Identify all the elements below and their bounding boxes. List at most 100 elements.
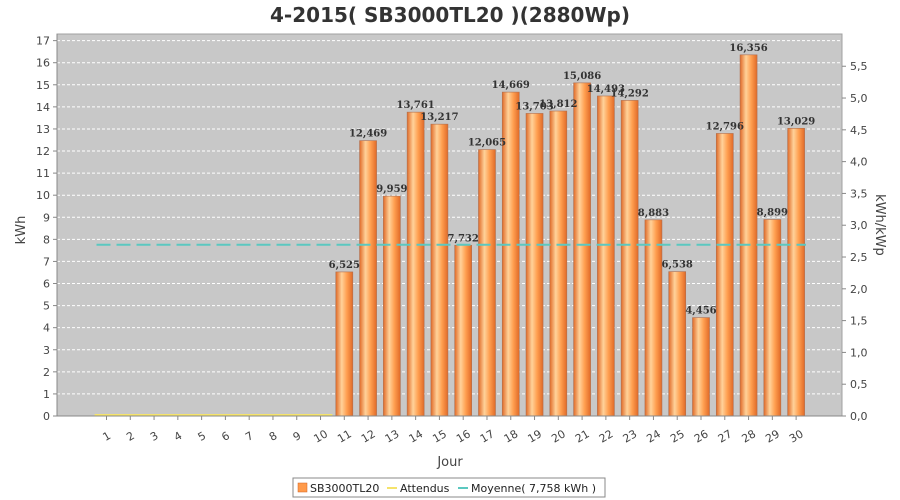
x-tick-label: 14 bbox=[407, 427, 426, 445]
bar-day-22 bbox=[597, 95, 615, 417]
y-tick-label: 7 bbox=[43, 255, 50, 268]
data-label-day-21: 15,086 bbox=[563, 71, 601, 82]
data-label-day-15: 13,217 bbox=[420, 112, 458, 123]
x-tick-label: 19 bbox=[525, 427, 544, 445]
data-label-day-22: 14,493 bbox=[587, 84, 625, 95]
x-tick-label: 29 bbox=[763, 427, 782, 445]
data-label-day-13: 9,959 bbox=[376, 184, 407, 195]
y-tick-label: 15 bbox=[36, 79, 50, 92]
x-tick-label: 1 bbox=[100, 429, 113, 444]
y-tick-label: 12 bbox=[36, 145, 50, 158]
y2-tick-label: 3,0 bbox=[850, 219, 868, 232]
bar-day-24 bbox=[644, 219, 663, 417]
x-tick-label: 9 bbox=[291, 429, 304, 444]
plot-area bbox=[56, 33, 843, 417]
x-tick-label: 10 bbox=[311, 427, 330, 445]
y-tick-label: 17 bbox=[36, 35, 50, 48]
y-tick-label: 10 bbox=[36, 189, 50, 202]
y2-tick-label: 1,5 bbox=[850, 315, 868, 328]
x-tick-label: 6 bbox=[219, 429, 232, 444]
y-tick-label: 14 bbox=[36, 101, 50, 114]
data-label-day-19: 13,703 bbox=[515, 101, 553, 112]
bar-day-14 bbox=[406, 111, 425, 417]
data-label-day-18: 14,669 bbox=[492, 80, 530, 91]
x-tick-label: 5 bbox=[196, 429, 209, 444]
bar-day-11 bbox=[335, 271, 354, 417]
bar-day-26 bbox=[692, 317, 710, 417]
x-tick-label: 23 bbox=[621, 427, 640, 445]
y-tick-label: 9 bbox=[43, 211, 50, 224]
x-tick-label: 18 bbox=[502, 427, 521, 445]
bar-day-17 bbox=[478, 149, 496, 417]
y-tick-label: 2 bbox=[43, 366, 50, 379]
x-tick-label: 28 bbox=[739, 427, 758, 445]
legend-label-bars: SB3000TL20 bbox=[310, 482, 379, 495]
legend-box bbox=[292, 477, 606, 498]
y2-tick-label: 4,5 bbox=[850, 124, 868, 137]
x-tick-label: 12 bbox=[359, 427, 378, 445]
x-tick-label: 2 bbox=[124, 429, 137, 444]
data-label-day-29: 8,899 bbox=[757, 208, 788, 219]
y-tick-label: 8 bbox=[43, 233, 50, 246]
y2-tick-label: 5,0 bbox=[850, 92, 868, 105]
bar-day-23 bbox=[620, 100, 639, 417]
data-label-day-26: 4,456 bbox=[685, 306, 716, 317]
bar-day-12 bbox=[359, 140, 377, 417]
x-tick-label: 26 bbox=[692, 427, 711, 445]
y-tick-label: 3 bbox=[43, 344, 50, 357]
x-tick-label: 13 bbox=[383, 427, 402, 445]
x-tick-label: 11 bbox=[335, 427, 354, 445]
x-tick-label: 22 bbox=[597, 427, 616, 445]
y-tick-label: 13 bbox=[36, 123, 50, 136]
bar-day-16 bbox=[454, 244, 473, 417]
y-tick-label: 11 bbox=[36, 167, 50, 180]
x-tick-label: 3 bbox=[148, 429, 161, 444]
y-tick-label: 16 bbox=[36, 57, 50, 70]
data-label-day-25: 6,538 bbox=[662, 260, 693, 271]
x-tick-label: 24 bbox=[644, 427, 663, 445]
x-tick-label: 27 bbox=[716, 427, 735, 445]
y2-tick-label: 5,5 bbox=[850, 60, 868, 73]
y2-tick-label: 4,0 bbox=[850, 156, 868, 169]
x-tick-label: 15 bbox=[430, 427, 449, 445]
y-tick-label: 5 bbox=[43, 300, 50, 313]
y2-axis-label: kWh/kWp bbox=[872, 194, 887, 256]
data-label-day-12: 12,469 bbox=[349, 129, 387, 140]
data-label-day-17: 12,065 bbox=[468, 138, 506, 149]
chart-title: 4-2015( SB3000TL20 )(2880Wp) bbox=[270, 3, 630, 27]
x-tick-label: 7 bbox=[243, 429, 256, 444]
x-tick-label: 16 bbox=[454, 427, 473, 445]
x-tick-label: 25 bbox=[668, 427, 687, 445]
bar-day-13 bbox=[383, 195, 401, 417]
bar-day-21 bbox=[573, 82, 591, 417]
bar-day-15 bbox=[430, 123, 449, 417]
data-label-day-20: 13,812 bbox=[539, 99, 577, 110]
data-label-day-30: 13,029 bbox=[777, 116, 815, 127]
bar-day-28 bbox=[739, 54, 758, 417]
legend-label-expected: Attendus bbox=[400, 482, 450, 495]
data-label-day-27: 12,796 bbox=[706, 121, 744, 132]
y-axis-label: kWh bbox=[14, 216, 29, 245]
bar-day-27 bbox=[715, 133, 734, 417]
x-tick-label: 4 bbox=[172, 429, 185, 444]
legend: SB3000TL20 Attendus Moyenne( 7,758 kWh ) bbox=[292, 477, 606, 498]
legend-label-average: Moyenne( 7,758 kWh ) bbox=[471, 482, 596, 495]
y2-tick-label: 2,0 bbox=[850, 283, 868, 296]
y-tick-label: 4 bbox=[43, 322, 50, 335]
bar-day-19 bbox=[525, 113, 544, 417]
x-axis-label: Jour bbox=[436, 455, 463, 470]
y-tick-label: 1 bbox=[43, 388, 50, 401]
x-tick-label: 8 bbox=[267, 429, 280, 444]
x-tick-label: 20 bbox=[549, 427, 568, 445]
bar-day-29 bbox=[763, 219, 782, 417]
data-label-day-28: 16,356 bbox=[729, 43, 767, 54]
y2-tick-label: 3,5 bbox=[850, 187, 868, 200]
y-tick-label: 6 bbox=[43, 278, 50, 291]
y-tick-label: 0 bbox=[43, 410, 50, 423]
x-tick-label: 21 bbox=[573, 427, 592, 445]
data-label-day-23: 14,292 bbox=[611, 88, 649, 99]
y2-tick-label: 1,0 bbox=[850, 346, 868, 359]
x-tick-label: 17 bbox=[478, 427, 497, 445]
y2-tick-label: 2,5 bbox=[850, 251, 868, 264]
bar-day-25 bbox=[668, 271, 687, 417]
